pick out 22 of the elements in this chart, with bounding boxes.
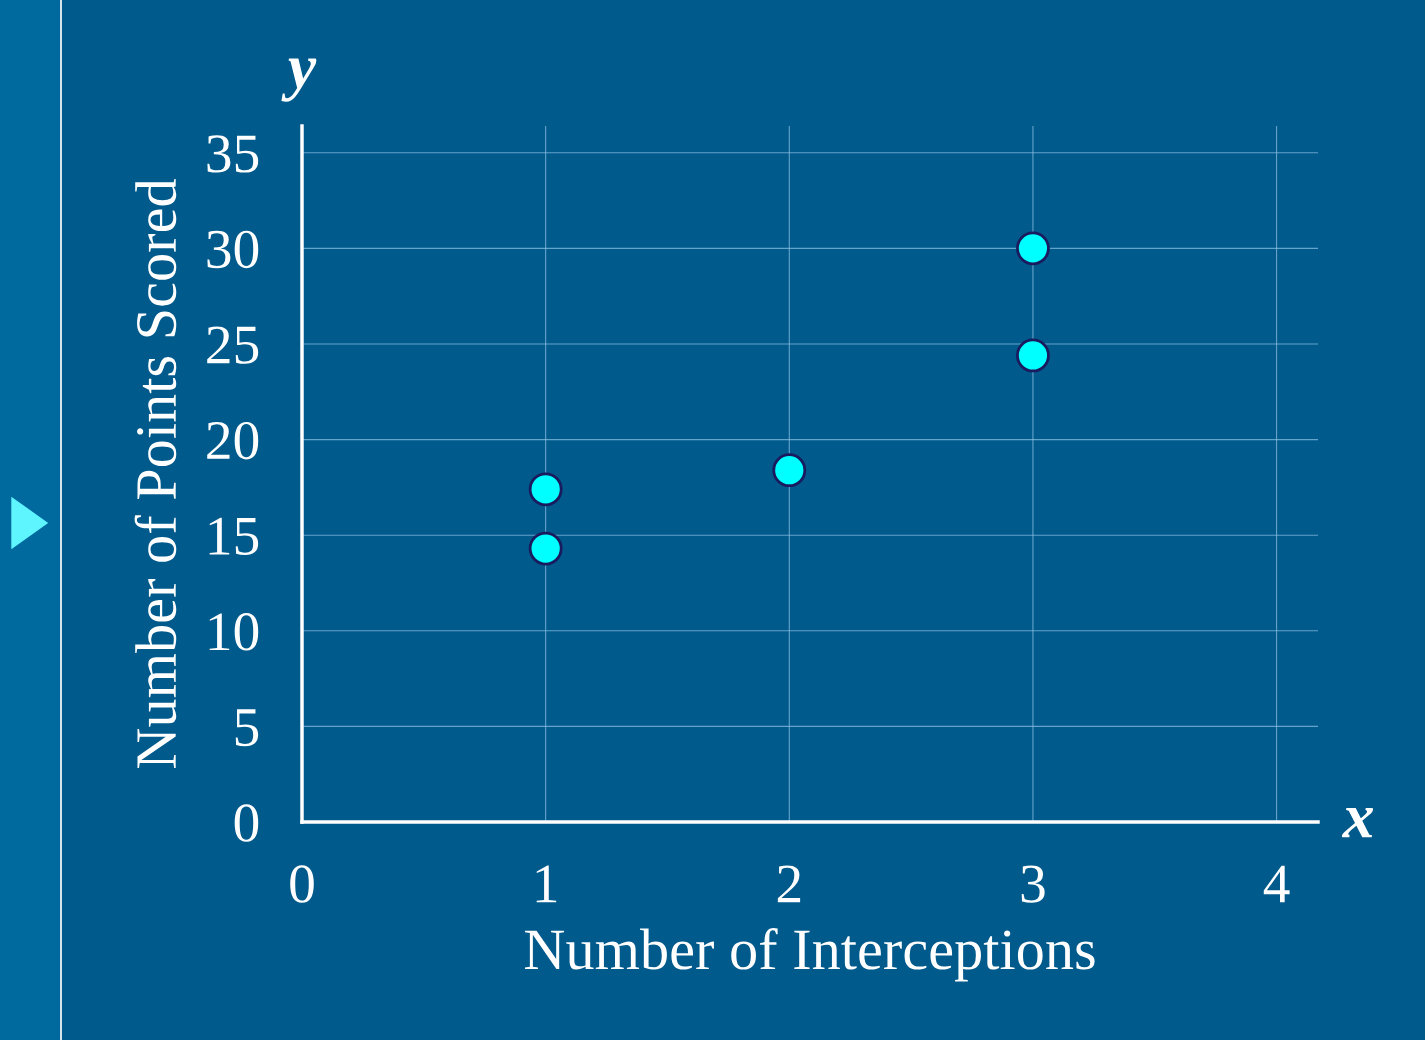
x-tick-label: 3 [1021, 865, 1045, 903]
text: x [1341, 808, 1374, 838]
point [528, 472, 563, 507]
y-tick-label: 35 [207, 135, 259, 173]
y-axis-title: Number of Points Scored [134, 179, 177, 768]
text: y [281, 58, 317, 102]
x-tick-label: 2 [777, 865, 801, 903]
y-tick-label: 25 [207, 326, 259, 364]
y-tick-label: 30 [207, 230, 259, 269]
point [772, 453, 807, 488]
x-tick-label: 4 [1263, 865, 1290, 903]
point [528, 531, 563, 566]
x-tick-label: 1 [536, 865, 557, 903]
point [1016, 231, 1050, 266]
point [1016, 338, 1050, 373]
x-tick-label: 0 [290, 865, 314, 903]
x-axis-title: Number of Interceptions [524, 927, 1095, 982]
y-tick-label: 0 [234, 804, 259, 842]
y-tick-label: 10 [209, 613, 259, 651]
y-tick-label: 20 [207, 421, 259, 460]
y-tick-label: 15 [209, 517, 259, 556]
y-tick-label: 5 [235, 709, 259, 747]
